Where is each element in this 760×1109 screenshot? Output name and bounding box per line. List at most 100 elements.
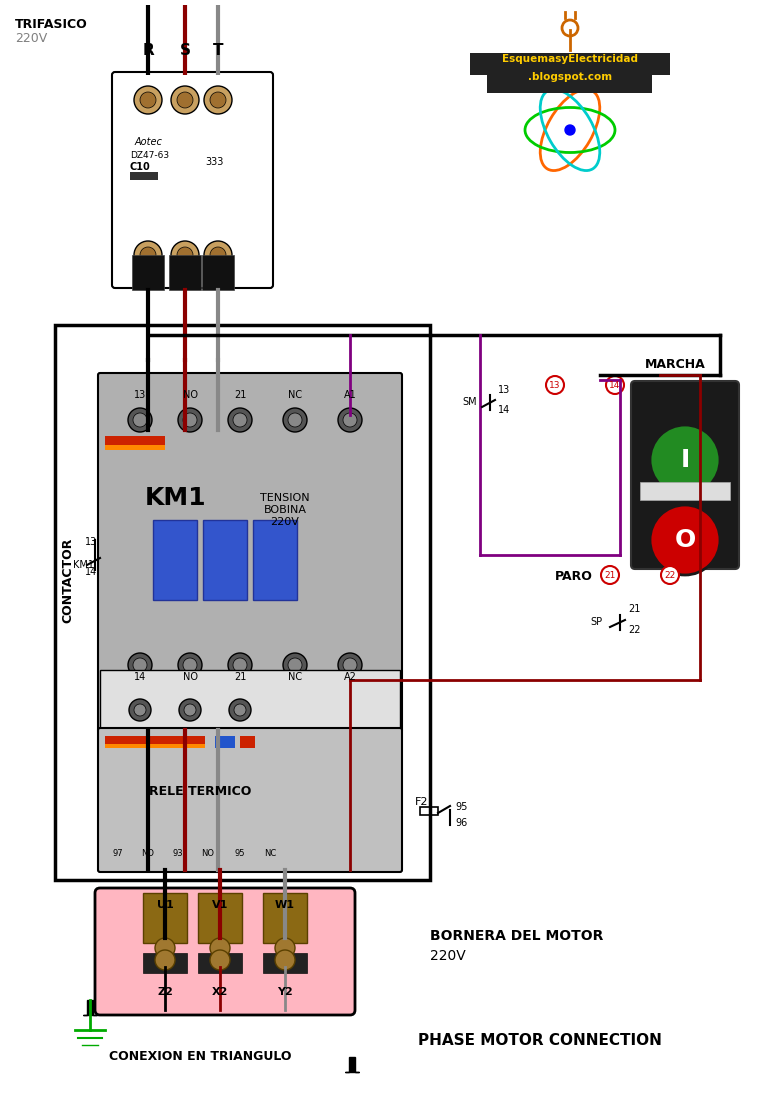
Text: 13: 13 [85,537,97,547]
Text: U1: U1 [157,901,173,910]
Circle shape [177,247,193,263]
Text: SP: SP [590,617,602,627]
Circle shape [128,653,152,676]
Circle shape [177,92,193,108]
Circle shape [183,658,197,672]
Circle shape [128,408,152,433]
Text: NC: NC [288,672,302,682]
Bar [215,736,235,747]
Text: TENSION
BOBINA
220V: TENSION BOBINA 220V [260,494,310,527]
Text: 14: 14 [85,567,97,577]
Circle shape [171,87,199,114]
Text: R: R [142,43,154,58]
Circle shape [228,408,252,433]
Bar [105,736,205,747]
Circle shape [601,566,619,584]
Text: .blogspot.com: .blogspot.com [528,72,612,82]
Text: 220V: 220V [430,949,466,963]
Bar [640,482,730,500]
Circle shape [155,938,175,958]
Text: 97: 97 [112,849,123,858]
Circle shape [171,241,199,269]
Text: C10: C10 [130,162,150,172]
Circle shape [210,938,230,958]
Text: 21: 21 [234,672,246,682]
Circle shape [283,408,307,433]
Text: 14: 14 [498,405,510,415]
Bar [420,807,438,815]
Text: 22: 22 [664,570,676,580]
Circle shape [155,950,175,970]
Bar [169,255,201,289]
Circle shape [210,92,226,108]
Circle shape [650,425,720,495]
Circle shape [650,505,720,574]
Bar [198,893,242,943]
Text: O: O [674,528,695,552]
Bar [132,255,164,289]
Circle shape [204,241,232,269]
Bar [105,445,165,450]
Bar [105,744,205,747]
Bar [143,893,187,943]
FancyBboxPatch shape [98,373,402,732]
Circle shape [134,241,162,269]
Text: NC: NC [264,849,276,858]
Circle shape [338,653,362,676]
Circle shape [565,125,575,135]
Circle shape [184,704,196,716]
Circle shape [129,699,151,721]
Text: I: I [680,448,689,472]
Text: 93: 93 [173,849,183,858]
FancyBboxPatch shape [95,888,355,1015]
Circle shape [233,413,247,427]
FancyBboxPatch shape [112,72,273,288]
Text: A1: A1 [344,390,356,400]
Text: TRIFASICO: TRIFASICO [15,18,87,31]
Text: X2: X2 [212,987,228,997]
Bar [470,53,670,75]
Circle shape [228,653,252,676]
Circle shape [606,376,624,394]
Circle shape [204,87,232,114]
Circle shape [210,247,226,263]
Text: 21: 21 [234,390,246,400]
Text: SM: SM [462,397,477,407]
Text: A2: A2 [344,672,356,682]
Bar [253,520,297,600]
Circle shape [210,950,230,970]
FancyArrow shape [345,1057,359,1072]
Circle shape [179,699,201,721]
Circle shape [178,653,202,676]
Text: V1: V1 [212,901,228,910]
Circle shape [661,566,679,584]
Text: Z2: Z2 [157,987,173,997]
FancyArrow shape [83,1000,97,1015]
Text: 13: 13 [549,380,561,389]
Text: 333: 333 [205,157,223,167]
Bar [130,172,158,180]
Text: NO: NO [182,390,198,400]
Circle shape [140,92,156,108]
Circle shape [233,658,247,672]
Text: S: S [179,43,191,58]
Text: Y2: Y2 [277,987,293,997]
Bar [202,255,234,289]
Text: NO: NO [201,849,214,858]
Text: F2: F2 [415,797,429,807]
Circle shape [234,704,246,716]
Bar [263,953,307,973]
Text: EsquemasyElectricidad: EsquemasyElectricidad [502,54,638,64]
Bar [143,953,187,973]
Circle shape [288,658,302,672]
Circle shape [134,704,146,716]
Text: MARCHA: MARCHA [645,358,706,372]
Text: 13: 13 [134,390,146,400]
Circle shape [343,658,357,672]
Bar [198,953,242,973]
Text: PHASE MOTOR CONNECTION: PHASE MOTOR CONNECTION [418,1032,662,1048]
Bar [487,73,652,93]
Text: 95: 95 [455,802,467,812]
Circle shape [229,699,251,721]
Text: 21: 21 [628,604,641,614]
